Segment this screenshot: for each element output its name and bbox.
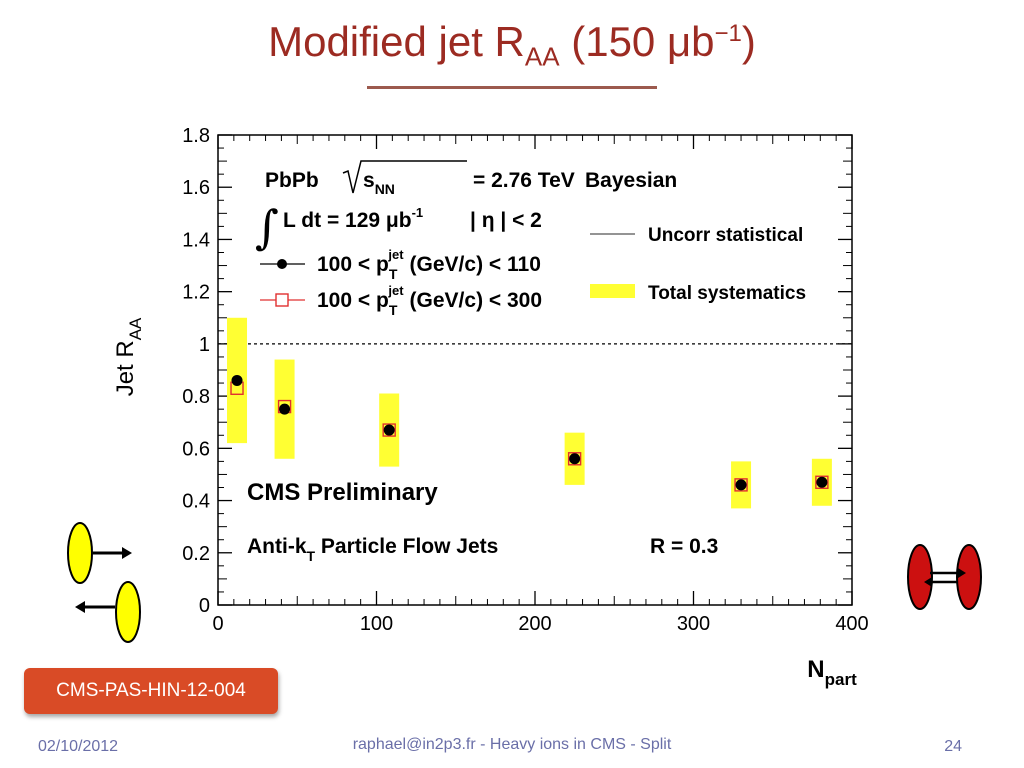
page-number: 24 xyxy=(944,738,962,755)
legend-sys-box xyxy=(590,284,635,298)
collision-label-part: PbPb xyxy=(265,169,319,192)
jet-radius-label-part: R = 0.3 xyxy=(650,535,718,558)
cms-preliminary-label-part: CMS Preliminary xyxy=(247,479,438,506)
legend-series2-label-part: (GeV/c) < 300 xyxy=(410,289,543,312)
y-tick-label: 1.8 xyxy=(182,125,210,147)
x-tick-label: 100 xyxy=(360,613,393,635)
arrow-left-head xyxy=(75,601,85,613)
series1-marker xyxy=(569,453,581,465)
x-tick-label: 300 xyxy=(677,613,710,635)
series2-marker xyxy=(815,475,829,489)
central-arrow-left-head xyxy=(924,577,932,587)
central-nucleus-left xyxy=(907,544,933,610)
title-sup: −1 xyxy=(714,20,742,47)
title-after: (150 μb xyxy=(559,18,715,65)
footer-date: 02/10/2012 xyxy=(38,738,119,755)
y-axis-label-part: AA xyxy=(126,317,145,340)
central-collision-diagram xyxy=(907,544,982,610)
algorithm-label-part: Anti-k xyxy=(247,535,307,558)
peripheral-nucleus-bottom xyxy=(115,581,141,643)
method-label: Bayesian xyxy=(585,169,677,192)
series1-marker xyxy=(735,479,747,491)
legend-series2-marker xyxy=(275,293,289,307)
legend-series2-label-part: T xyxy=(389,302,398,318)
series2-marker xyxy=(567,452,582,466)
y-tick-label: 0.2 xyxy=(182,543,210,565)
series2-marker xyxy=(382,423,396,437)
legend-series1-marker xyxy=(277,259,287,269)
arrow-right-head xyxy=(122,547,132,559)
series1-marker xyxy=(816,476,828,488)
x-tick-label: 0 xyxy=(212,613,223,635)
raa-chart: 0 0.2 0.4 0.6 0.8 1 1.2 1.4 1.6 1.8 0 100 200 300 400 N… xyxy=(112,125,869,689)
series1-marker xyxy=(383,424,395,436)
title-underline xyxy=(367,86,657,89)
lumi-label-part: -1 xyxy=(412,205,424,220)
x-tick-label: 400 xyxy=(835,613,868,635)
central-arrow-right-head xyxy=(958,568,966,578)
legend-stat-label-part: Uncorr statistical xyxy=(648,225,803,246)
y-axis-label: Jet RAA xyxy=(112,317,145,396)
y-tick-label: 1 xyxy=(199,334,210,356)
cms-preliminary-label: CMS Preliminary xyxy=(247,479,438,506)
x-axis-label-part: N xyxy=(807,656,824,683)
slide-title: Modified jet RAA (150 μb−1) xyxy=(0,18,1024,72)
eta-label-part: | η | < 2 xyxy=(470,209,542,232)
algorithm-label: Anti-kT Particle Flow Jets xyxy=(247,535,498,564)
x-tick-label: 200 xyxy=(518,613,551,635)
algorithm-label-part: T xyxy=(307,548,316,564)
energy-label: = 2.76 TeV xyxy=(473,169,575,192)
lumi-label-part: L dt = 129 μb xyxy=(283,209,412,232)
chart-container: 0 0.2 0.4 0.6 0.8 1 1.2 1.4 1.6 1.8 0 100 200 300 400 N… xyxy=(95,105,975,695)
reference-label: CMS-PAS-HIN-12-004 xyxy=(56,680,246,701)
reference-badge: CMS-PAS-HIN-12-004 xyxy=(24,668,278,714)
series1-marker xyxy=(231,374,243,386)
title-sub: AA xyxy=(524,41,560,72)
jet-radius-label: R = 0.3 xyxy=(650,535,718,558)
sqrt-s-label: sNN xyxy=(363,169,395,197)
series2-marker xyxy=(734,478,748,492)
legend-series1-label-part: 100 < p xyxy=(317,253,389,276)
y-axis-label-part: Jet R xyxy=(112,340,139,396)
title-close: ) xyxy=(741,18,756,65)
footer-author: raphael@in2p3.fr - Heavy ions in CMS - S… xyxy=(352,736,672,753)
legend-series2-label: 100 < pTjet (GeV/c) < 300 xyxy=(317,283,542,318)
y-tick-label: 0 xyxy=(199,595,210,617)
legend-sys-label: Total systematics xyxy=(648,283,806,304)
legend-series1-label-part: T xyxy=(389,266,398,282)
sqrt-s-label-part: s xyxy=(363,169,375,192)
sqrt-sign xyxy=(342,160,467,194)
peripheral-nucleus-top xyxy=(67,522,93,584)
y-tick-label: 0.8 xyxy=(182,386,210,408)
y-tick-label: 0.6 xyxy=(182,438,210,460)
title-main: Modified jet R xyxy=(268,18,525,65)
integral-sign: ∫ xyxy=(255,200,279,254)
x-axis-label-part: part xyxy=(825,670,857,689)
plot-frame xyxy=(217,134,853,606)
legend-series1-label: 100 < pTjet (GeV/c) < 110 xyxy=(317,247,541,282)
y-tick-label: 1.2 xyxy=(182,282,210,304)
y-tick-label: 1.4 xyxy=(182,229,210,251)
legend-stat-label: Uncorr statistical xyxy=(648,225,803,246)
legend-sys-label-part: Total systematics xyxy=(648,283,806,304)
method-label-part: Bayesian xyxy=(585,169,677,192)
y-tick-label: 0.4 xyxy=(182,491,210,513)
legend-series1-label-part: jet xyxy=(387,247,404,262)
legend-series2-label-part: 100 < p xyxy=(317,289,389,312)
peripheral-collision-diagram xyxy=(67,522,141,643)
series1-marker xyxy=(279,403,291,415)
legend-series1-label-part: (GeV/c) < 110 xyxy=(410,253,541,276)
central-nucleus-right xyxy=(956,544,982,610)
x-axis-label: Npart xyxy=(807,656,857,689)
lumi-label: L dt = 129 μb-1 xyxy=(283,205,423,232)
energy-label-part: = 2.76 TeV xyxy=(473,169,575,192)
sqrt-s-label-part: NN xyxy=(375,181,395,197)
collision-label: PbPb xyxy=(265,169,319,192)
eta-label: | η | < 2 xyxy=(470,209,542,232)
y-tick-label: 1.6 xyxy=(182,177,210,199)
algorithm-label-part: Particle Flow Jets xyxy=(315,535,498,558)
legend-series2-label-part: jet xyxy=(387,283,404,298)
